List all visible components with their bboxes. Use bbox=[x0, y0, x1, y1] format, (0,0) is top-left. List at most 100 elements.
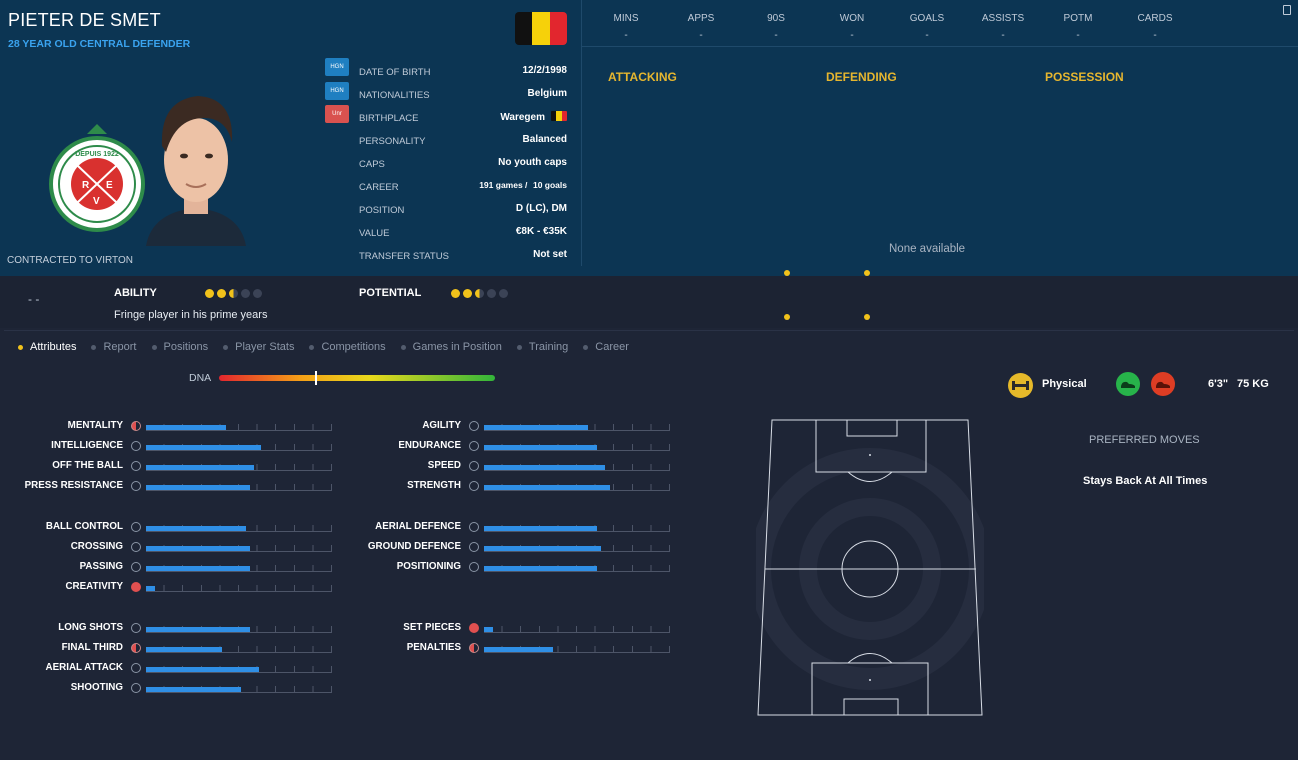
detail-value[interactable]: Belgium bbox=[527, 88, 567, 99]
tab-attributes[interactable]: Attributes bbox=[18, 341, 76, 353]
attribute-row[interactable]: GROUND DEFENCE bbox=[342, 540, 682, 554]
attribute-bar-fill bbox=[484, 627, 494, 632]
attribute-indicator-icon bbox=[131, 663, 141, 673]
tab-competitions[interactable]: Competitions bbox=[309, 341, 386, 353]
attribute-row[interactable]: SHOOTING bbox=[4, 681, 344, 695]
stat-header[interactable]: CARDS bbox=[1137, 13, 1173, 24]
tab-training[interactable]: Training bbox=[516, 341, 568, 353]
role-badge[interactable]: Unr bbox=[325, 105, 349, 123]
attribute-row[interactable]: CROSSING bbox=[4, 540, 344, 554]
attribute-name: SPEED bbox=[427, 460, 461, 471]
player-name: PIETER DE SMET bbox=[8, 10, 161, 30]
stat-header[interactable]: MINS bbox=[613, 13, 639, 24]
star-icon bbox=[229, 289, 238, 298]
attribute-bar-fill bbox=[146, 485, 251, 490]
stat-header[interactable]: APPS bbox=[687, 13, 715, 24]
attribute-name: AGILITY bbox=[422, 420, 461, 431]
attribute-row[interactable]: SET PIECES bbox=[342, 621, 682, 635]
attribute-name: CREATIVITY bbox=[65, 581, 123, 592]
dna-marker[interactable] bbox=[314, 371, 317, 385]
stat-value: - bbox=[624, 30, 628, 41]
detail-row: CAREER 191 games / 10 goals bbox=[359, 179, 569, 195]
role-badge[interactable]: HGN bbox=[325, 82, 349, 100]
attribute-row[interactable]: LONG SHOTS bbox=[4, 621, 344, 635]
star-icon bbox=[475, 289, 484, 298]
attribute-row[interactable]: AERIAL ATTACK bbox=[4, 661, 344, 675]
tab-dot-icon bbox=[223, 344, 229, 350]
tab-dot-icon bbox=[400, 344, 406, 350]
attribute-row[interactable]: INTELLIGENCE bbox=[4, 439, 344, 453]
stat-value: - bbox=[925, 30, 929, 41]
stat-header[interactable]: ASSISTS bbox=[981, 13, 1025, 24]
tab-label: Attributes bbox=[30, 341, 77, 353]
attribute-bar-fill bbox=[146, 546, 251, 551]
attribute-indicator-icon bbox=[469, 461, 479, 471]
attribute-row[interactable]: AERIAL DEFENCE bbox=[342, 520, 682, 534]
attribute-bar bbox=[146, 626, 332, 633]
stat-header[interactable]: WON bbox=[839, 13, 865, 24]
attribute-bar bbox=[146, 565, 332, 572]
attribute-row[interactable]: PENALTIES bbox=[342, 641, 682, 655]
ability-description: Fringe player in his prime years bbox=[114, 309, 268, 321]
attribute-row[interactable]: OFF THE BALL bbox=[4, 459, 344, 473]
tab-label: Career bbox=[595, 341, 629, 353]
stat-header[interactable]: POTM bbox=[1063, 13, 1093, 24]
attribute-bar bbox=[146, 646, 332, 653]
career-games: 191 games / bbox=[479, 180, 528, 190]
stat-header[interactable]: 90S bbox=[767, 13, 785, 24]
detail-label: TRANSFER STATUS bbox=[359, 251, 449, 262]
attacking-section-title: ATTACKING bbox=[608, 70, 677, 84]
left-foot-boot-icon bbox=[1116, 372, 1140, 396]
tab-label: Competitions bbox=[321, 341, 386, 353]
star-icon bbox=[253, 289, 262, 298]
detail-value: Not set bbox=[533, 249, 567, 260]
detail-value: 12/2/1998 bbox=[522, 65, 568, 76]
detail-value[interactable]: Waregem bbox=[500, 111, 567, 123]
tab-positions[interactable]: Positions bbox=[151, 341, 208, 353]
attribute-row[interactable]: SPEED bbox=[342, 459, 682, 473]
attribute-row[interactable]: ENDURANCE bbox=[342, 439, 682, 453]
attribute-row[interactable]: FINAL THIRD bbox=[4, 641, 344, 655]
position-dot bbox=[864, 270, 870, 276]
attribute-row[interactable]: BALL CONTROL bbox=[4, 520, 344, 534]
position-dot bbox=[784, 270, 790, 276]
attribute-name: CROSSING bbox=[70, 541, 123, 552]
attribute-bar-fill bbox=[146, 445, 262, 450]
position-dot bbox=[864, 314, 870, 320]
tab-player-stats[interactable]: Player Stats bbox=[223, 341, 294, 353]
attribute-bar-fill bbox=[146, 667, 260, 672]
attribute-bar bbox=[146, 424, 332, 431]
attribute-row[interactable]: STRENGTH bbox=[342, 479, 682, 493]
ability-strip: - - ABILITY POTENTIAL Fringe player in h… bbox=[0, 276, 1298, 328]
attribute-name: INTELLIGENCE bbox=[51, 440, 123, 451]
birthplace-value[interactable]: Waregem bbox=[500, 112, 545, 123]
attribute-name: MENTALITY bbox=[67, 420, 123, 431]
attribute-name: SET PIECES bbox=[403, 622, 461, 633]
tab-label: Report bbox=[103, 341, 137, 353]
tab-report[interactable]: Report bbox=[91, 341, 137, 353]
attribute-name: FINAL THIRD bbox=[61, 642, 123, 653]
stat-header[interactable]: GOALS bbox=[909, 13, 945, 24]
tab-games-in-position[interactable]: Games in Position bbox=[400, 341, 502, 353]
detail-label: DATE OF BIRTH bbox=[359, 67, 431, 78]
attribute-row[interactable]: CREATIVITY bbox=[4, 580, 344, 594]
attribute-row[interactable]: AGILITY bbox=[342, 419, 682, 433]
attribute-bar bbox=[484, 424, 670, 431]
document-icon[interactable] bbox=[1283, 5, 1291, 15]
attribute-row[interactable]: PASSING bbox=[4, 560, 344, 574]
star-icon bbox=[205, 289, 214, 298]
attribute-name: ENDURANCE bbox=[398, 440, 461, 451]
role-badge[interactable]: HGN bbox=[325, 58, 349, 76]
attribute-bar-fill bbox=[146, 687, 241, 692]
attribute-bar-fill bbox=[484, 566, 598, 571]
attribute-row[interactable]: MENTALITY bbox=[4, 419, 344, 433]
detail-row: BIRTHPLACE Waregem bbox=[359, 110, 569, 126]
tab-career[interactable]: Career bbox=[583, 341, 629, 353]
attribute-row[interactable]: PRESS RESISTANCE bbox=[4, 479, 344, 493]
attribute-indicator-icon bbox=[131, 643, 141, 653]
attribute-row[interactable]: POSITIONING bbox=[342, 560, 682, 574]
career-goals: 10 goals bbox=[532, 180, 567, 190]
attribute-indicator-icon bbox=[131, 582, 141, 592]
star-icon bbox=[451, 289, 460, 298]
attribute-indicator-icon bbox=[131, 461, 141, 471]
